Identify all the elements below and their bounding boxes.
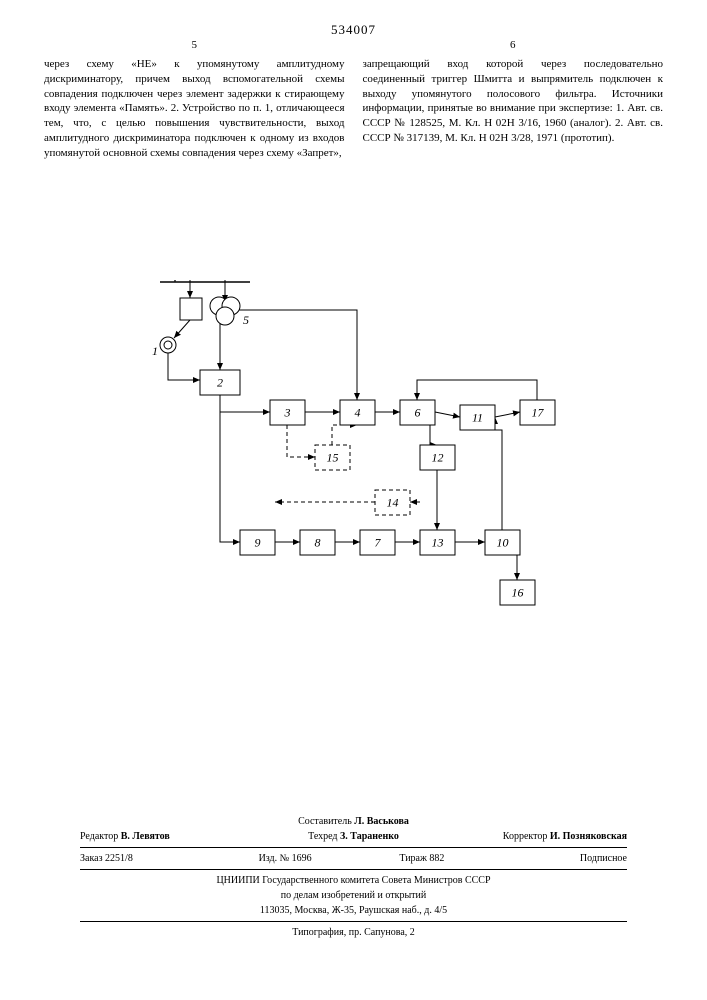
roles-line: Редактор В. Левятов Техред З. Тараненко …: [80, 829, 627, 844]
svg-text:9: 9: [255, 536, 261, 550]
svg-text:14: 14: [387, 496, 399, 510]
patent-number: 534007: [0, 0, 707, 38]
address: 113035, Москва, Ж-35, Раушская наб., д. …: [80, 903, 627, 918]
svg-text:16: 16: [512, 586, 524, 600]
right-col-num: 6: [363, 38, 664, 53]
right-column: 6 запрещающий вход которой через последо…: [363, 38, 664, 161]
order-line: Заказ 2251/8 Изд. № 1696 Тираж 882 Подпи…: [80, 851, 627, 866]
svg-text:12: 12: [432, 451, 444, 465]
svg-text:5: 5: [243, 313, 249, 327]
org1: ЦНИИПИ Государственного комитета Совета …: [80, 873, 627, 888]
svg-text:7: 7: [375, 536, 382, 550]
svg-text:6: 6: [415, 406, 421, 420]
footer-block: Составитель Л. Васькова Редактор В. Левя…: [80, 814, 627, 940]
org2: по делам изобретений и открытий: [80, 888, 627, 903]
left-text: через схему «НЕ» к упомянутому амплитудн…: [44, 58, 345, 159]
left-column: 5 через схему «НЕ» к упомянутому амплиту…: [44, 38, 345, 161]
svg-text:4: 4: [355, 406, 361, 420]
left-col-num: 5: [44, 38, 345, 53]
svg-text:11: 11: [472, 411, 483, 425]
right-text: запрещающий вход которой через последова…: [363, 58, 664, 144]
svg-text:15: 15: [327, 451, 339, 465]
svg-text:17: 17: [532, 406, 545, 420]
block-diagram: 1523461117151214987131016: [120, 280, 590, 630]
svg-text:1: 1: [152, 344, 158, 358]
svg-text:2: 2: [217, 376, 223, 390]
svg-text:8: 8: [315, 536, 321, 550]
svg-text:3: 3: [284, 406, 291, 420]
svg-text:13: 13: [432, 536, 444, 550]
printer: Типография, пр. Сапунова, 2: [80, 925, 627, 940]
text-columns: 5 через схему «НЕ» к упомянутому амплиту…: [0, 38, 707, 161]
svg-text:10: 10: [497, 536, 509, 550]
composer-line: Составитель Л. Васькова: [80, 814, 627, 829]
